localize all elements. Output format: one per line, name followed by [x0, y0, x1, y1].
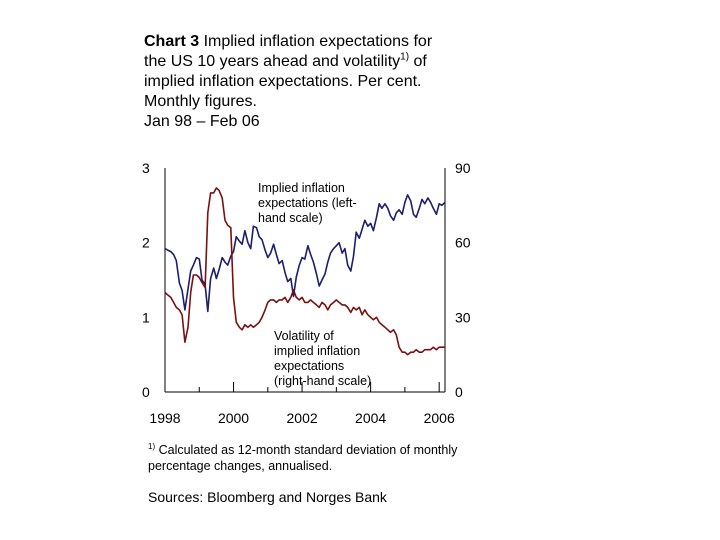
left-tick-label: 1	[142, 309, 150, 325]
implied-inflation-line	[164, 194, 446, 313]
title-line-3: implied inflation expectations. Per cent…	[144, 73, 422, 90]
title-footnote-marker: 1)	[400, 51, 410, 63]
right-tick-label: 30	[455, 309, 471, 325]
title-line-4: Monthly figures.	[144, 93, 257, 110]
title-line-2b: of	[409, 53, 427, 70]
chart-title: Chart 3 Implied inflation expectations f…	[144, 32, 524, 132]
implied-annotation: Implied inflation expectations (left-hand…	[258, 181, 357, 225]
volatility-annotation-line: Volatility of	[274, 329, 334, 343]
right-tick-label: 0	[455, 384, 463, 400]
title-line-1: Implied inflation expectations for	[203, 33, 433, 50]
left-tick-label: 0	[142, 384, 150, 400]
volatility-annotation-line: (right-hand scale)	[274, 374, 371, 388]
x-tick-label: 2006	[424, 410, 455, 426]
x-tick-label: 2002	[287, 410, 318, 426]
implied-annotation-line: hand scale)	[258, 211, 323, 225]
implied-annotation-line: Implied inflation	[258, 181, 345, 195]
volatility-annotation-line: expectations	[274, 359, 344, 373]
right-tick-label: 60	[455, 235, 471, 251]
footnote-text: Calculated as 12-month standard deviatio…	[148, 443, 458, 473]
volatility-annotation-line: implied inflation	[274, 344, 360, 358]
title-line-5: Jan 98 – Feb 06	[144, 113, 260, 130]
right-tick-label: 90	[455, 160, 471, 176]
footnote-marker: 1)	[148, 441, 156, 451]
left-tick-label: 3	[142, 160, 150, 176]
volatility-annotation: Volatility of implied inflation expectatio…	[274, 329, 371, 388]
left-tick-label: 2	[142, 235, 150, 251]
chart-number: Chart 3	[144, 33, 200, 50]
x-tick-label: 2004	[355, 410, 386, 426]
implied-annotation-line: expectations (left-	[258, 196, 357, 210]
volatility-line	[164, 187, 445, 356]
x-tick-label: 2000	[218, 410, 249, 426]
title-line-2a: the US 10 years ahead and volatility	[144, 53, 401, 70]
footnote: 1) Calculated as 12-month standard devia…	[148, 442, 458, 474]
sources-note: Sources: Bloomberg and Norges Bank	[148, 489, 387, 505]
x-tick-label: 1998	[149, 410, 180, 426]
